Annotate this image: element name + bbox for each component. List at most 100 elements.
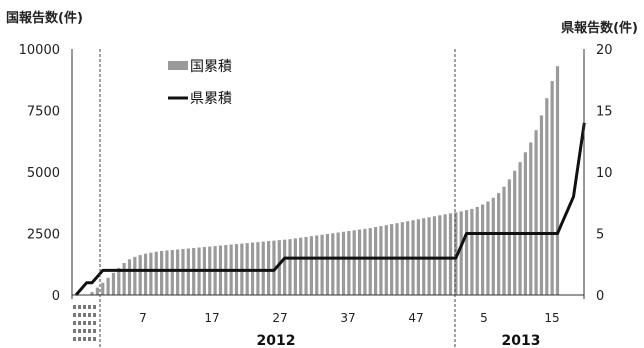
bar [448,213,453,295]
bar [374,227,378,295]
bar [250,242,255,295]
compressed-tick-mark [73,313,76,317]
compressed-tick-mark [78,321,81,325]
compressed-tick-mark [88,321,91,325]
bar [507,179,511,295]
compressed-tick-mark [93,313,96,317]
compressed-tick-mark [78,329,81,333]
bar [122,263,126,295]
bar [459,211,463,295]
x-tick-label: 15 [544,311,559,325]
bar [470,208,474,295]
bar [138,255,142,295]
bar [106,277,110,295]
compressed-tick-mark [73,337,76,341]
legend-line-label: 県累積 [190,91,232,107]
compressed-tick-mark [93,329,96,333]
plot-axes [71,49,585,299]
period-dividers [99,49,456,348]
bar [534,130,538,295]
bar [550,80,554,295]
compressed-tick-mark [93,337,96,341]
compressed-tick-mark [78,313,81,317]
bar [283,239,287,295]
bar [267,241,271,295]
year-label-2013: 2013 [502,333,541,348]
bar [518,162,522,295]
compressed-tick-mark [73,321,76,325]
x-tick-label: 27 [272,311,287,325]
bar [481,204,485,295]
bar [438,215,442,295]
compressed-tick-mark [78,305,81,309]
bar [427,217,431,295]
bar [111,272,116,295]
left-axis-ticks: 0 2500 5000 7500 10000 [19,43,60,304]
bar [379,226,383,295]
compressed-tick-mark [78,337,81,341]
compressed-tick-mark [83,337,86,341]
x-tick-label: 37 [340,311,355,325]
bar [539,115,544,295]
bar [502,186,506,295]
compressed-tick-mark [93,305,96,309]
right-tick-label: 0 [596,289,604,304]
x-axis-compressed-labels [73,305,96,341]
left-tick-label: 7500 [27,105,60,120]
left-tick-label: 5000 [27,166,60,181]
compressed-tick-mark [88,305,91,309]
bar [432,216,437,295]
bar [475,206,479,295]
compressed-tick-mark [93,321,96,325]
bar [341,231,346,295]
bar [315,235,319,295]
bar [491,197,495,295]
right-tick-label: 10 [596,166,613,181]
bar [555,66,560,295]
legend-bar-label: 国累積 [190,59,232,75]
left-axis-title: 国報告数(件) [6,10,83,26]
right-tick-label: 15 [596,105,613,120]
bar [90,292,94,295]
bar [352,230,356,295]
bar [261,241,265,295]
right-axis-title: 県報告数(件) [561,20,638,36]
bar [363,228,367,295]
bar [384,225,388,295]
x-tick-label: 17 [204,311,219,325]
bar [288,239,292,295]
compressed-tick-mark [83,305,86,309]
right-axis-ticks: 0 5 10 15 20 [596,43,613,304]
legend-bar-swatch [168,61,188,70]
compressed-tick-mark [88,337,91,341]
bar [293,238,297,295]
left-tick-label: 0 [52,289,60,304]
bar [101,282,105,295]
bar [170,249,174,295]
bar-series [90,66,560,295]
bar [143,253,148,295]
bar [181,248,185,295]
bar [277,240,281,295]
bar [309,236,313,295]
bar [347,231,351,295]
bar [523,152,527,295]
bar [454,212,458,295]
x-tick-label: 47 [408,311,423,325]
bar [325,233,330,295]
compressed-tick-mark [88,313,91,317]
compressed-tick-mark [73,329,76,333]
line-series [74,122,586,296]
bar [497,192,501,295]
bar [95,287,99,295]
bar [117,267,121,295]
bar [176,249,180,295]
x-tick-label: 5 [480,311,488,325]
bar [320,234,324,295]
bar [133,256,137,295]
bar [256,242,260,295]
compressed-tick-mark [88,329,91,333]
bar [299,237,303,295]
bar [545,98,549,295]
